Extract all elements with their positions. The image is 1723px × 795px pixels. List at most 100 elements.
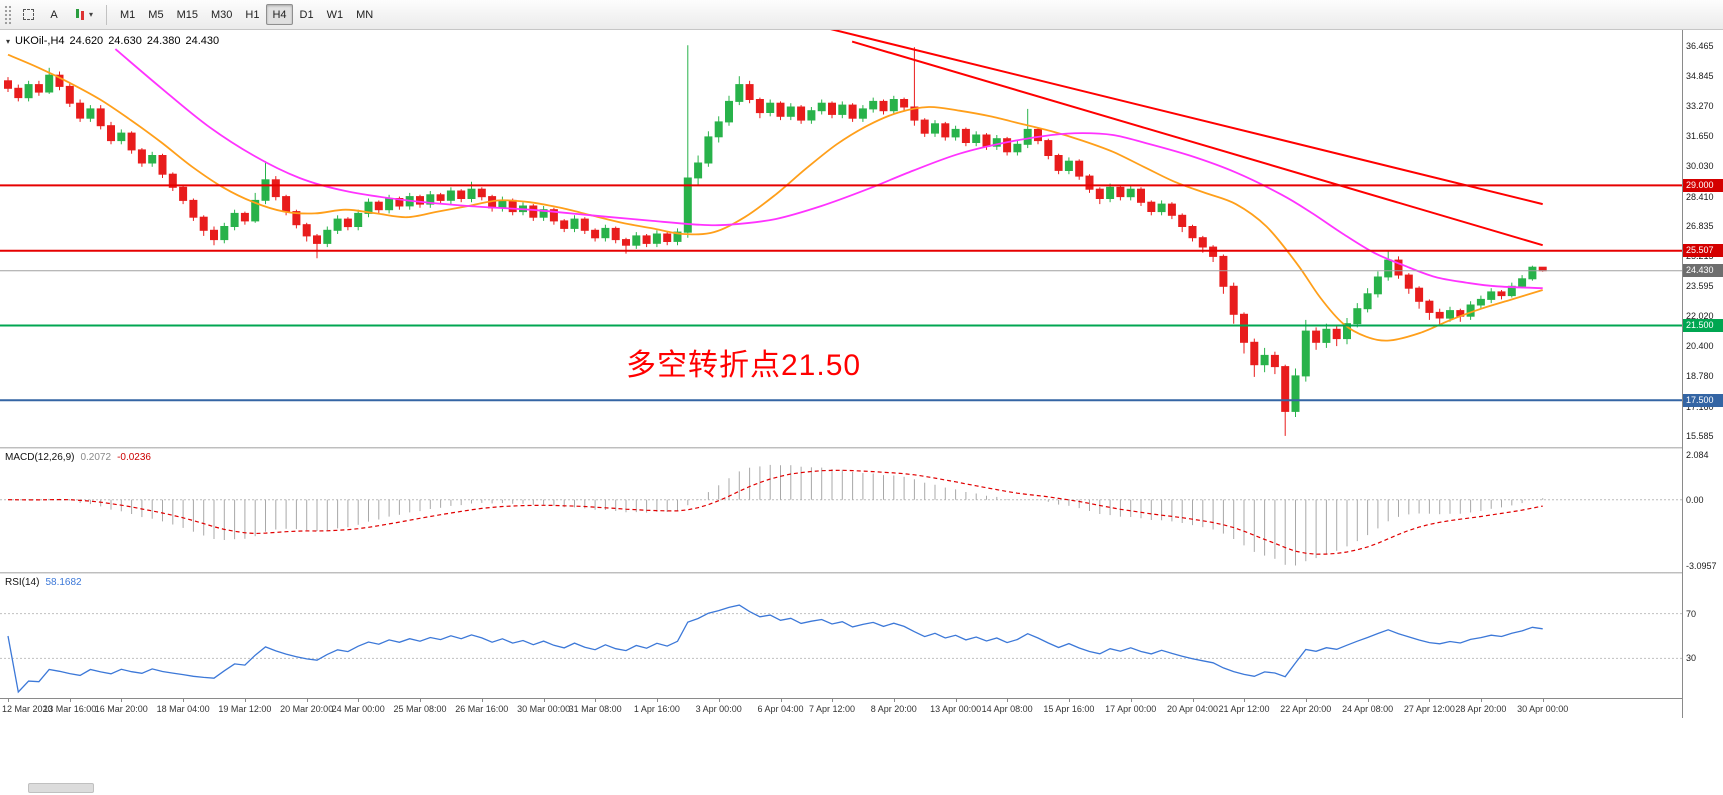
rsi-axis-label: 70 (1686, 608, 1697, 619)
time-axis-label: 27 Apr 12:00 (1403, 704, 1455, 714)
ohlc-high: 24.630 (108, 35, 142, 47)
timeframe-button-h4[interactable]: H4 (266, 4, 293, 25)
rsi-line (7, 604, 1543, 694)
current-price-badge: 24.430 (1683, 264, 1723, 278)
chart-title: ▾ UKOil-,H4 24.620 24.630 24.380 24.430 (6, 35, 219, 47)
price-axis-label: 33.270 (1686, 100, 1714, 111)
price-axis-label: 23.595 (1686, 281, 1714, 292)
macd-label: MACD(12,26,9) 0.2072 -0.0236 (5, 452, 157, 463)
time-axis-tick (832, 699, 833, 702)
time-axis-tick (1367, 699, 1369, 702)
time-axis-label: 16 Mar 20:00 (94, 704, 148, 714)
indicators-dropdown-button[interactable]: ▾ (68, 4, 99, 25)
macd-histogram (17, 464, 1544, 566)
time-axis-label: 19 Mar 12:00 (218, 704, 272, 714)
rsi-panel[interactable]: RSI(14) 58.1682 (0, 574, 1682, 698)
timeframe-button-m15[interactable]: M15 (176, 8, 198, 21)
time-axis-label: 6 Apr 04:00 (757, 704, 804, 714)
time-axis-label: 14 Apr 08:00 (981, 704, 1033, 714)
time-axis-label: 3 Apr 00:00 (695, 704, 742, 714)
time-axis-tick (1429, 699, 1431, 702)
time-axis-tick (1007, 699, 1009, 702)
ohlc-low: 24.380 (146, 35, 181, 47)
chart-text-annotation[interactable]: 多空转折点21.50 (626, 349, 862, 382)
macd-axis-label: 2.084 (1686, 450, 1709, 460)
ma-fast-line (7, 53, 1543, 342)
timeframe-button-mn[interactable]: MN (356, 8, 374, 21)
panel-separator[interactable] (0, 447, 1723, 449)
time-axis-tick (1192, 699, 1194, 702)
timeframe-button-w1[interactable]: W1 (326, 8, 344, 21)
bottom-area (0, 718, 1723, 795)
time-axis-label: 31 Mar 08:00 (568, 704, 622, 714)
time-axis-label: 25 Mar 08:00 (393, 704, 447, 714)
price-axis-label: 26.835 (1686, 220, 1714, 231)
level-price-badge: 29.000 (1683, 178, 1723, 192)
time-axis-tick (1130, 699, 1132, 702)
macd-panel[interactable]: MACD(12,26,9) 0.2072 -0.0236 (0, 449, 1682, 572)
time-axis-label: 30 Mar 00:00 (517, 704, 571, 714)
text-tool-button[interactable]: A (42, 4, 66, 25)
time-axis-tick (780, 699, 782, 702)
descending-trendline (851, 40, 1543, 247)
price-axis-label: 34.845 (1686, 71, 1714, 82)
rsi-chart (0, 604, 1682, 694)
time-axis-label: 30 Apr 00:00 (1517, 704, 1569, 714)
time-axis-tick (183, 699, 185, 702)
ohlc-open: 24.620 (69, 35, 104, 47)
time-axis-tick (595, 699, 597, 702)
rsi-name: RSI(14) (5, 577, 40, 588)
time-axis-label: 21 Apr 12:00 (1218, 704, 1270, 714)
timeframe-button-m30[interactable]: M30 (210, 8, 233, 21)
time-axis-tick (1244, 699, 1245, 702)
candles-layer (4, 45, 1547, 436)
price-axis-label: 30.030 (1686, 161, 1714, 172)
time-axis-label: 24 Mar 00:00 (331, 704, 385, 714)
time-axis-tick (656, 699, 658, 702)
collapse-triangle-icon: ▾ (6, 36, 11, 46)
macd-main-value: 0.2072 (80, 452, 112, 463)
time-axis-label: 17 Apr 00:00 (1105, 704, 1157, 714)
toolbar-separator (106, 4, 108, 25)
time-axis-tick (893, 699, 895, 702)
timeframe-button-m1[interactable]: M1 (120, 8, 136, 21)
time-axis-tick (244, 699, 246, 702)
price-axis-label: 31.650 (1686, 130, 1714, 141)
time-axis-label: 18 Mar 04:00 (156, 704, 210, 714)
level-price-badge: 21.500 (1683, 319, 1723, 332)
timeframe-button-group: M1 M5 M15 M30 H1 H4 D1 W1 MN (114, 4, 379, 25)
time-axis-label: 15 Apr 16:00 (1043, 704, 1095, 714)
time-axis-tick (69, 699, 71, 702)
marquee-select-icon (22, 9, 34, 20)
time-axis-tick (306, 699, 308, 702)
time-axis-label: 1 Apr 16:00 (633, 704, 680, 714)
macd-signal-line (7, 469, 1543, 555)
price-axis-label: 20.400 (1686, 341, 1714, 352)
top-toolbar: A ▾ M1 M5 M15 M30 H1 H4 D1 W1 MN (0, 0, 1723, 30)
time-axis-label: 24 Apr 08:00 (1342, 704, 1394, 714)
price-axis-label: 18.780 (1686, 371, 1714, 382)
main-chart-panel[interactable]: ▾ UKOil-,H4 24.620 24.630 24.380 24.430 … (0, 30, 1682, 447)
time-axis[interactable]: 12 Mar 2020 13 Mar 16:00 16 Mar 20:00 18 Ma… (0, 698, 1682, 718)
candlestick-chart-icon (74, 8, 87, 21)
timeframe-button-h1[interactable]: H1 (245, 8, 260, 21)
level-price-badge: 25.507 (1683, 244, 1723, 258)
select-tool-button[interactable] (16, 4, 40, 25)
time-axis-label: 28 Apr 20:00 (1455, 704, 1507, 714)
time-axis-tick (121, 699, 123, 702)
time-axis-tick (358, 699, 360, 702)
rsi-value: 58.1682 (45, 577, 82, 588)
panel-separator[interactable] (0, 572, 1723, 574)
price-axis-label: 15.585 (1686, 431, 1714, 441)
time-axis-label: 13 Apr 00:00 (930, 704, 982, 714)
price-axis[interactable]: 36.465 34.845 33.270 31.650 30.030 28.410 26.8… (1682, 30, 1723, 718)
macd-axis-label: 0.00 (1686, 494, 1704, 505)
time-axis-label: 13 Mar 16:00 (43, 704, 97, 714)
candlestick-chart (0, 30, 1682, 436)
timeframe-button-m5[interactable]: M5 (148, 8, 164, 21)
macd-chart (0, 464, 1682, 566)
time-axis-tick (8, 699, 9, 702)
timeframe-button-d1[interactable]: D1 (299, 8, 314, 21)
price-axis-label: 22.020 (1686, 310, 1714, 321)
descending-trendline (830, 30, 1543, 206)
